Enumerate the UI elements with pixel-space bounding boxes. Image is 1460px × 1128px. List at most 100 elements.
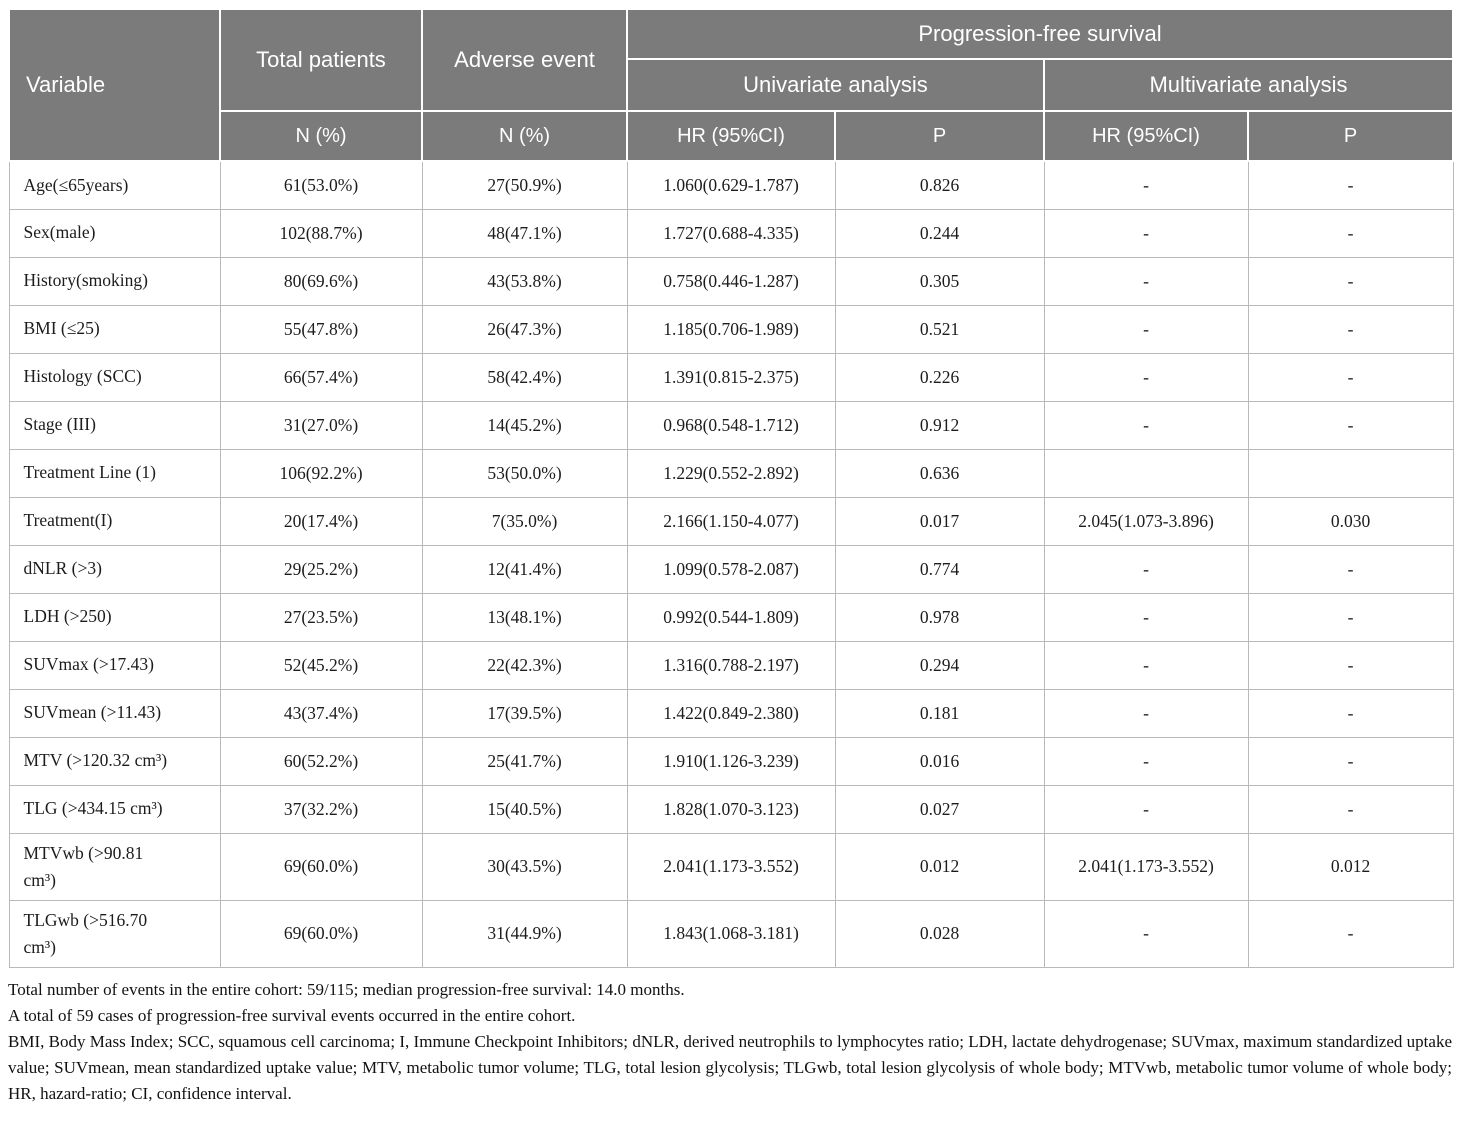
cell-multivariate-p: - [1247,304,1454,354]
cell-multivariate-hr: 2.041(1.173-3.552) [1043,832,1249,901]
cell-multivariate-hr: - [1043,208,1249,258]
cell-total-patients: 29(25.2%) [219,544,423,594]
cell-total-patients: 20(17.4%) [219,496,423,546]
cell-univariate-hr: 1.828(1.070-3.123) [626,784,836,834]
table-footnotes: Total number of events in the entire coh… [8,977,1452,1107]
cell-adverse-event: 22(42.3%) [421,640,628,690]
header-row-1: Variable Total patients Adverse event Pr… [8,8,1454,162]
cell-univariate-hr: 1.422(0.849-2.380) [626,688,836,738]
cell-univariate-p: 0.226 [834,352,1045,402]
table-row: Sex(male) 102(88.7%) 48(47.1%) 1.727(0.6… [8,208,1454,258]
cell-multivariate-p: - [1247,592,1454,642]
cell-univariate-hr: 1.910(1.126-3.239) [626,736,836,786]
cell-adverse-event: 27(50.9%) [421,160,628,210]
column-header-univariate-analysis: Univariate analysis [626,58,1045,112]
cell-multivariate-p: - [1247,784,1454,834]
cell-variable: Treatment(I) [8,496,221,546]
cell-multivariate-hr: - [1043,784,1249,834]
cell-variable: SUVmax (>17.43) [8,640,221,690]
cell-adverse-event: 31(44.9%) [421,899,628,969]
cell-multivariate-p: - [1247,736,1454,786]
cell-multivariate-p: 0.012 [1247,832,1454,901]
cell-adverse-event: 17(39.5%) [421,688,628,738]
cell-total-patients: 55(47.8%) [219,304,423,354]
cell-variable: TLG (>434.15 cm³) [8,784,221,834]
cell-variable: Treatment Line (1) [8,448,221,498]
table-row: TLGwb (>516.70 cm³) 69(60.0%) 31(44.9%) … [8,899,1454,969]
cell-multivariate-hr: - [1043,400,1249,450]
table-row: History(smoking) 80(69.6%) 43(53.8%) 0.7… [8,256,1454,306]
cell-adverse-event: 12(41.4%) [421,544,628,594]
cell-total-patients: 43(37.4%) [219,688,423,738]
cell-total-patients: 61(53.0%) [219,160,423,210]
cell-univariate-p: 0.016 [834,736,1045,786]
table-row: Histology (SCC) 66(57.4%) 58(42.4%) 1.39… [8,352,1454,402]
cell-multivariate-hr: - [1043,640,1249,690]
cell-adverse-event: 13(48.1%) [421,592,628,642]
cell-multivariate-p: - [1247,160,1454,210]
cell-variable: MTV (>120.32 cm³) [8,736,221,786]
table-row: MTVwb (>90.81 cm³) 69(60.0%) 30(43.5%) 2… [8,832,1454,901]
table-row: SUVmax (>17.43) 52(45.2%) 22(42.3%) 1.31… [8,640,1454,690]
column-header-adverse-n-pct: N (%) [421,110,628,162]
cell-multivariate-hr: - [1043,352,1249,402]
cell-univariate-hr: 0.758(0.446-1.287) [626,256,836,306]
table-row: Stage (III) 31(27.0%) 14(45.2%) 0.968(0.… [8,400,1454,450]
header-row-3: N (%) N (%) HR (95%CI) P HR (95%CI) P [9,110,1454,162]
cell-adverse-event: 15(40.5%) [421,784,628,834]
cell-univariate-p: 0.521 [834,304,1045,354]
cell-multivariate-p: - [1247,208,1454,258]
cell-total-patients: 80(69.6%) [219,256,423,306]
cell-multivariate-hr: - [1043,256,1249,306]
column-header-total-n-pct: N (%) [219,110,423,162]
cell-univariate-p: 0.028 [834,899,1045,969]
footnote-events-summary: Total number of events in the entire coh… [8,980,685,999]
column-header-univariate-p: P [834,110,1045,162]
cell-univariate-hr: 0.968(0.548-1.712) [626,400,836,450]
cell-univariate-p: 0.244 [834,208,1045,258]
cell-multivariate-p [1247,448,1454,498]
column-header-adverse-event: Adverse event [421,8,628,112]
cell-variable: SUVmean (>11.43) [8,688,221,738]
cell-multivariate-hr [1043,448,1249,498]
cell-variable: History(smoking) [8,256,221,306]
cell-univariate-p: 0.978 [834,592,1045,642]
cell-multivariate-p: - [1247,400,1454,450]
column-header-multivariate-analysis: Multivariate analysis [1043,58,1454,112]
cell-multivariate-p: - [1247,352,1454,402]
cell-univariate-hr: 1.185(0.706-1.989) [626,304,836,354]
cell-total-patients: 31(27.0%) [219,400,423,450]
table-body: Age(≤65years) 61(53.0%) 27(50.9%) 1.060(… [8,160,1454,969]
table-header: Variable Total patients Adverse event Pr… [8,8,1454,162]
table-row: MTV (>120.32 cm³) 60(52.2%) 25(41.7%) 1.… [8,736,1454,786]
cell-variable: TLGwb (>516.70 cm³) [8,899,221,969]
cell-multivariate-hr: - [1043,899,1249,969]
column-header-univariate-hr: HR (95%CI) [626,110,836,162]
header-row-2: Univariate analysis Multivariate analysi… [9,58,1454,112]
cell-adverse-event: 7(35.0%) [421,496,628,546]
column-header-multivariate-hr: HR (95%CI) [1043,110,1249,162]
table-row: LDH (>250) 27(23.5%) 13(48.1%) 0.992(0.5… [8,592,1454,642]
column-header-progression-free-survival: Progression-free survival [626,8,1454,60]
cell-univariate-p: 0.636 [834,448,1045,498]
table-row: dNLR (>3) 29(25.2%) 12(41.4%) 1.099(0.57… [8,544,1454,594]
cell-univariate-p: 0.294 [834,640,1045,690]
cell-univariate-hr: 2.166(1.150-4.077) [626,496,836,546]
cell-multivariate-hr: - [1043,160,1249,210]
cell-univariate-hr: 1.229(0.552-2.892) [626,448,836,498]
table-row: TLG (>434.15 cm³) 37(32.2%) 15(40.5%) 1.… [8,784,1454,834]
cell-adverse-event: 53(50.0%) [421,448,628,498]
cell-total-patients: 37(32.2%) [219,784,423,834]
cell-variable: dNLR (>3) [8,544,221,594]
cell-adverse-event: 25(41.7%) [421,736,628,786]
column-header-multivariate-p: P [1247,110,1454,162]
cell-total-patients: 106(92.2%) [219,448,423,498]
cell-multivariate-hr: - [1043,544,1249,594]
table-row: Treatment(I) 20(17.4%) 7(35.0%) 2.166(1.… [8,496,1454,546]
cell-multivariate-hr: 2.045(1.073-3.896) [1043,496,1249,546]
cell-univariate-hr: 1.316(0.788-2.197) [626,640,836,690]
column-header-variable: Variable [8,8,221,162]
cell-total-patients: 52(45.2%) [219,640,423,690]
cell-adverse-event: 30(43.5%) [421,832,628,901]
cell-univariate-p: 0.912 [834,400,1045,450]
